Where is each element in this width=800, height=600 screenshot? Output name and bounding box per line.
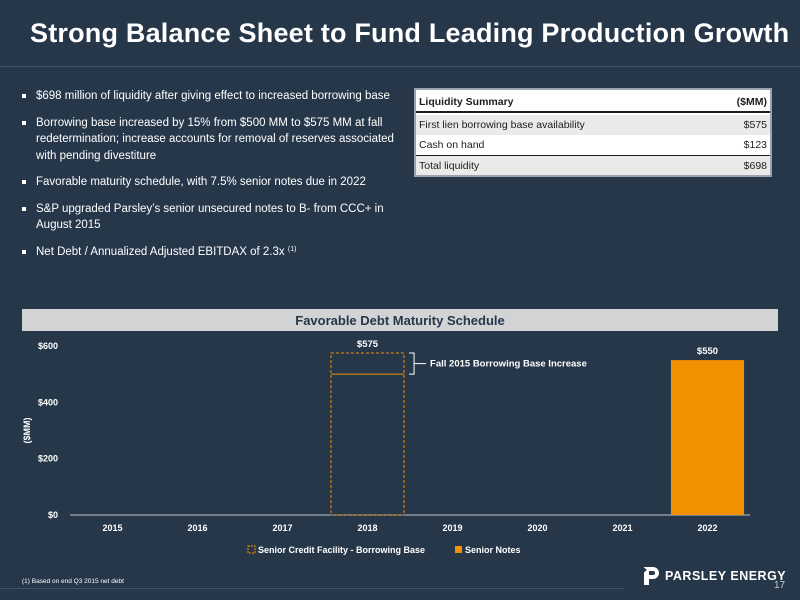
x-tick-label: 2021	[612, 523, 632, 533]
x-tick-label: 2020	[527, 523, 547, 533]
title-divider	[0, 66, 800, 67]
bullet-text: S&P upgraded Parsley’s senior unsecured …	[36, 202, 384, 232]
y-axis-label: ($MM)	[22, 418, 32, 444]
bullet-item: $698 million of liquidity after giving e…	[22, 88, 407, 105]
bullet-square-icon	[22, 120, 26, 125]
footnote: (1) Based on end Q3 2015 net debt	[22, 578, 124, 585]
annotation-bracket	[409, 352, 415, 375]
bullet-text: Net Debt / Annualized Adjusted EBITDAX o…	[36, 245, 285, 258]
bullet-square-icon	[22, 180, 26, 184]
bullet-text: Borrowing base increased by 15% from $50…	[36, 116, 394, 162]
x-tick-label: 2016	[187, 523, 207, 533]
parsley-logo-icon	[642, 566, 659, 585]
legend-label: Senior Credit Facility - Borrowing Base	[258, 545, 425, 555]
legend-swatch-senior-notes	[455, 546, 462, 553]
y-tick-label: $0	[48, 510, 58, 520]
legend-swatch-borrowing-base	[247, 545, 256, 554]
debt-maturity-chart: $0 $200 $400 $600 ($MM) 2015 2016 2017 2018 2019 2…	[22, 339, 750, 555]
bullet-item: Net Debt / Annualized Adjusted EBITDAX o…	[22, 244, 407, 261]
liquidity-row: First lien borrowing base availability $…	[416, 115, 770, 135]
page-number: 17	[774, 580, 786, 591]
slide-title: Strong Balance Sheet to Fund Leading Pro…	[30, 18, 790, 48]
bullet-item: Borrowing base increased by 15% from $50…	[22, 115, 407, 165]
liquidity-summary-table: Liquidity Summary ($MM) First lien borro…	[414, 88, 772, 177]
footnote-ref: (1)	[287, 245, 297, 253]
liquidity-total-value: $698	[743, 159, 767, 172]
x-tick-label: 2022	[697, 523, 717, 533]
bullet-item: S&P upgraded Parsley’s senior unsecured …	[22, 201, 407, 234]
liquidity-header-unit: ($MM)	[736, 96, 767, 108]
x-tick-label: 2018	[357, 523, 377, 533]
company-logo: PARSLEY ENERGY	[642, 566, 786, 586]
data-label: $550	[697, 346, 718, 357]
x-tick-label: 2017	[272, 523, 292, 533]
liquidity-header-label: Liquidity Summary	[419, 96, 514, 108]
liquidity-total-row: Total liquidity $698	[416, 155, 770, 175]
bullet-square-icon	[22, 94, 26, 98]
x-tick-label: 2015	[102, 523, 122, 533]
y-tick-label: $400	[38, 397, 58, 407]
logo-text: PARSLEY ENERGY	[665, 569, 787, 583]
bullet-item: Favorable maturity schedule, with 7.5% s…	[22, 174, 407, 191]
y-tick-label: $600	[38, 341, 58, 351]
bar-borrowing-base	[330, 352, 405, 516]
annotation-text: Fall 2015 Borrowing Base Increase	[430, 359, 587, 370]
footer-divider	[0, 588, 624, 589]
liquidity-total-label: Total liquidity	[419, 159, 480, 172]
liquidity-row: Cash on hand $123	[416, 135, 770, 155]
bullet-text: Favorable maturity schedule, with 7.5% s…	[36, 176, 366, 188]
y-tick-label: $200	[38, 454, 58, 464]
liquidity-row-label: First lien borrowing base availability	[419, 119, 585, 131]
liquidity-row-value: $575	[743, 119, 767, 131]
chart-banner: Favorable Debt Maturity Schedule	[22, 309, 778, 331]
bar-senior-notes	[670, 360, 745, 515]
liquidity-row-label: Cash on hand	[419, 139, 485, 151]
bullet-list: $698 million of liquidity after giving e…	[22, 88, 407, 270]
liquidity-table-header: Liquidity Summary ($MM)	[416, 90, 770, 113]
bullet-square-icon	[22, 206, 26, 211]
bullet-square-icon	[22, 249, 26, 254]
liquidity-row-value: $123	[743, 139, 767, 151]
data-label: $575	[357, 339, 379, 350]
bullet-text: $698 million of liquidity after giving e…	[36, 90, 390, 102]
x-tick-label: 2019	[442, 523, 462, 533]
legend-label: Senior Notes	[465, 545, 521, 555]
